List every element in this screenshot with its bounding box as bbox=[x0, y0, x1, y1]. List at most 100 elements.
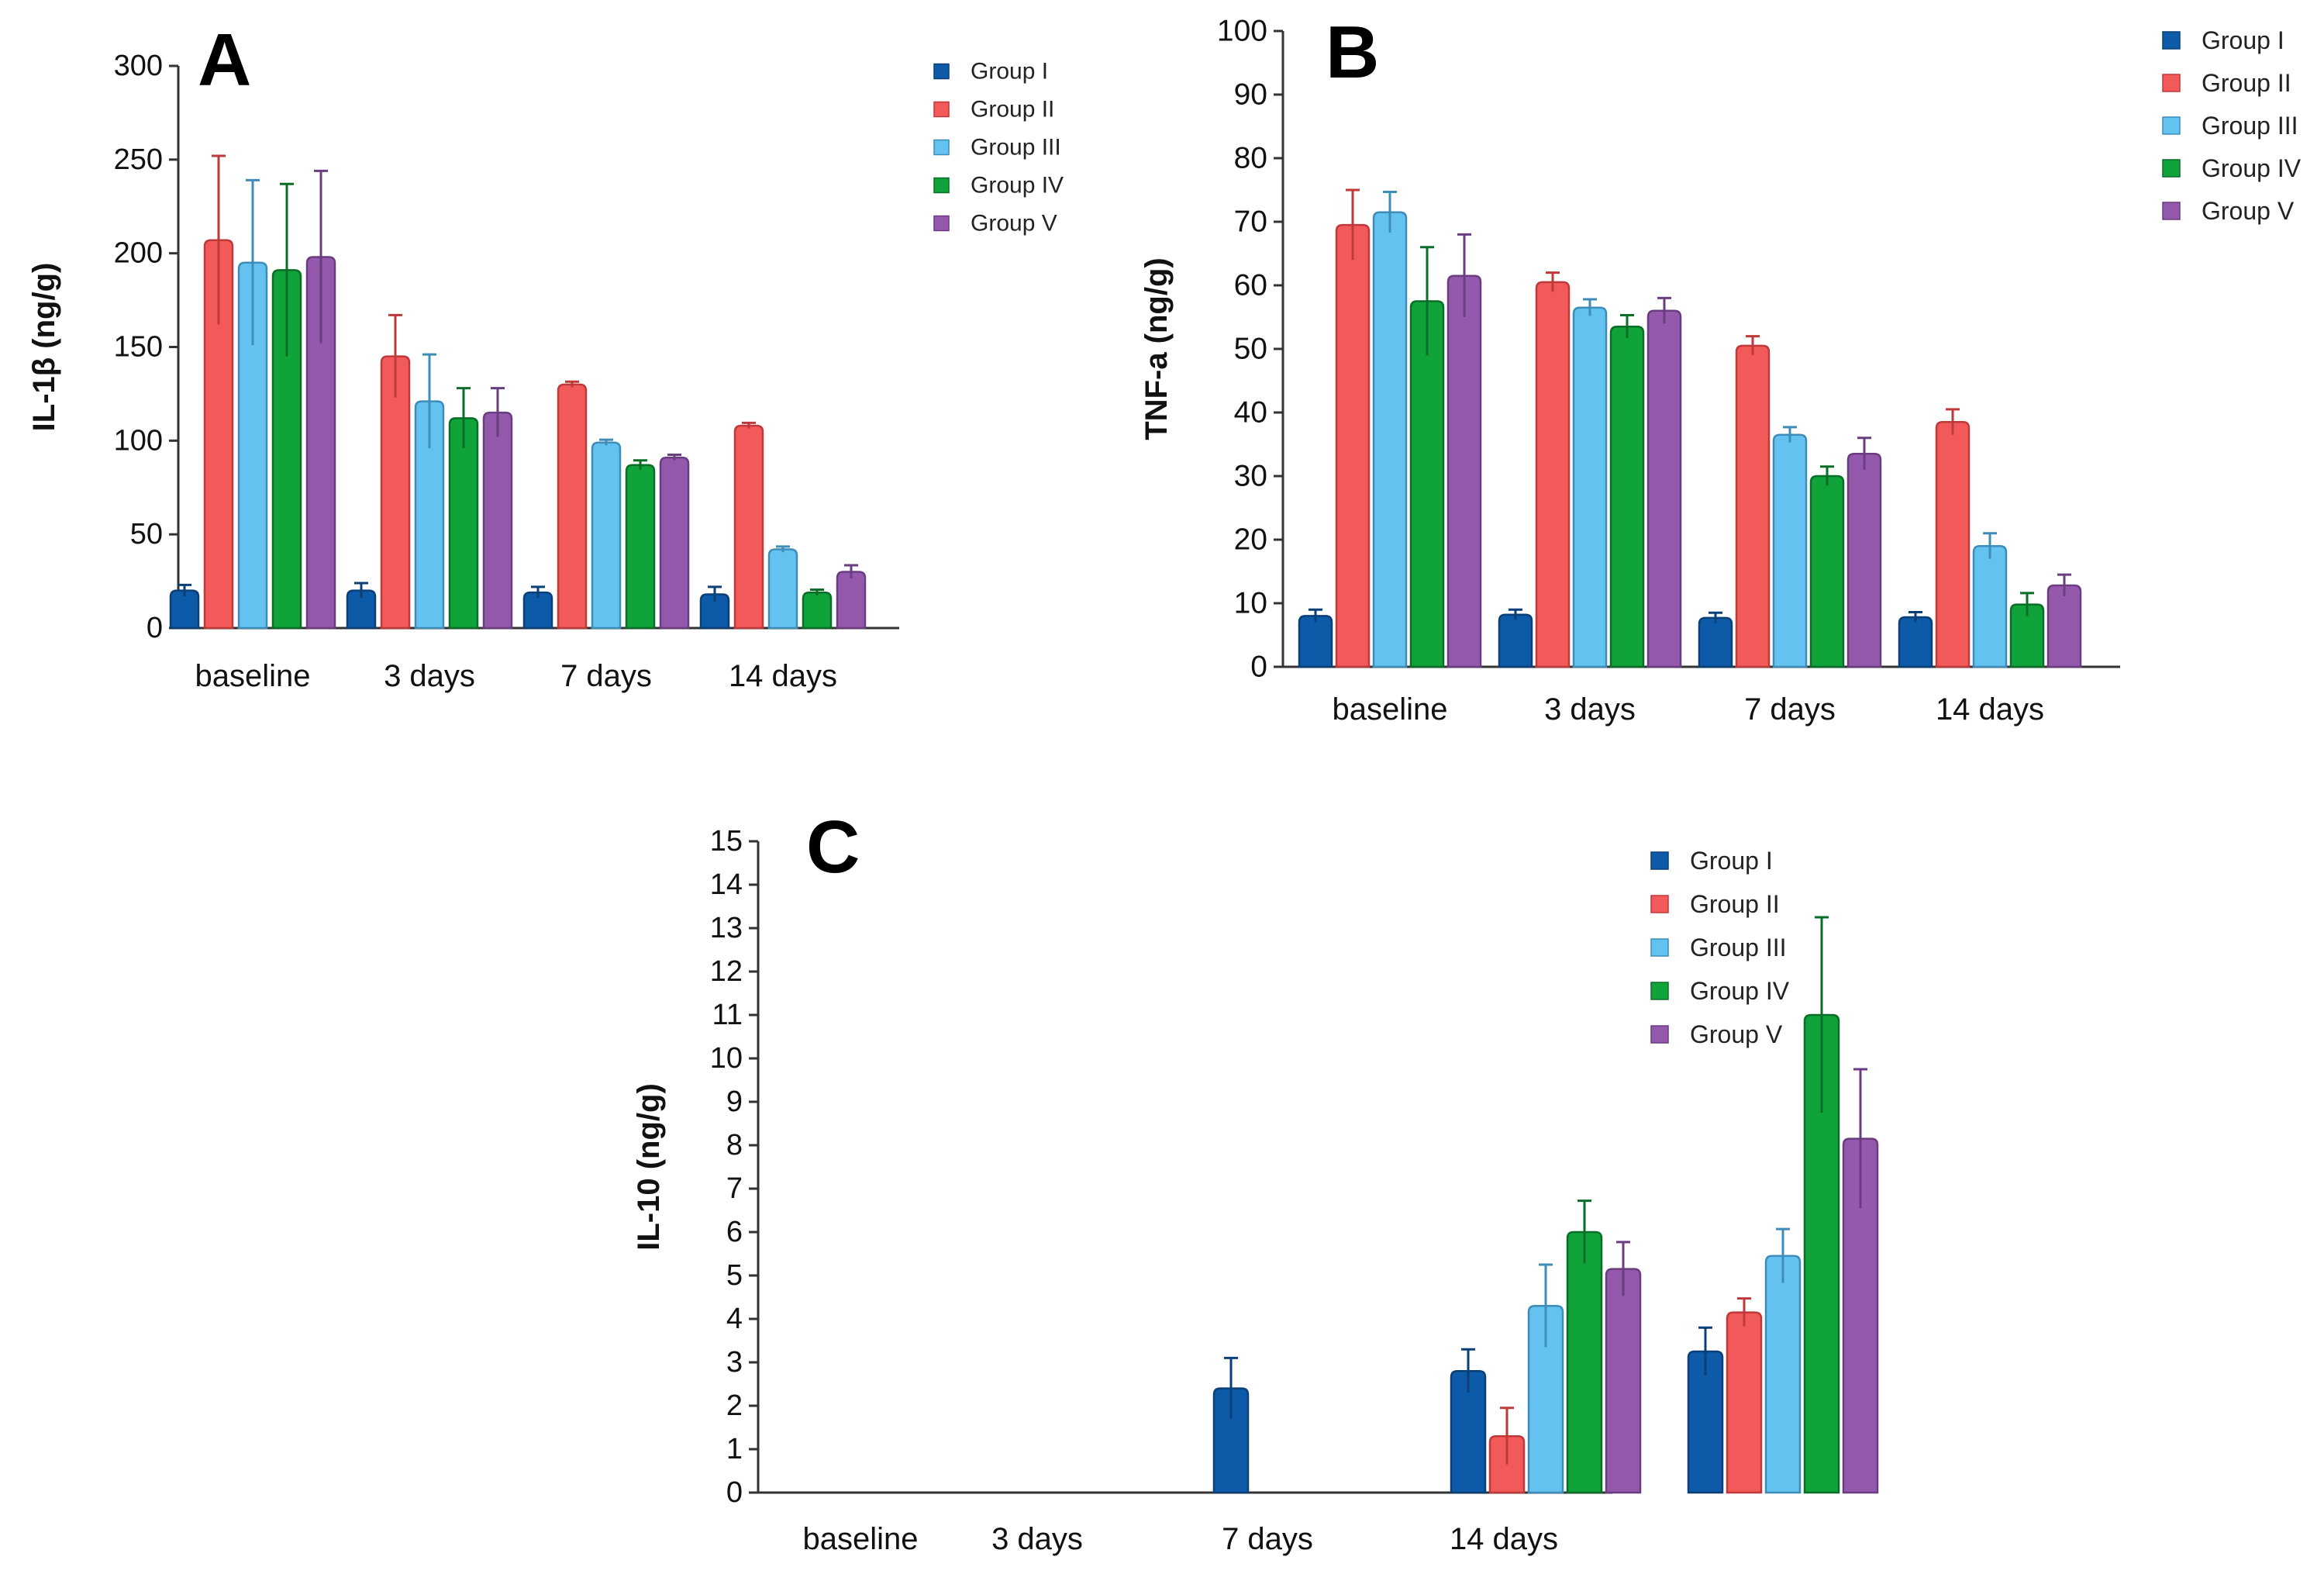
panel-a-bar-group-i-14-days bbox=[699, 593, 730, 630]
panel-a-letter: A bbox=[198, 19, 251, 102]
panel-c-bar-group-v-14-days bbox=[1842, 1137, 1879, 1494]
panel-a-bar-group-i-baseline bbox=[169, 589, 200, 630]
panel-b-x-tick-label: baseline bbox=[1332, 692, 1447, 727]
panel-c-bar-group-i-14-days bbox=[1687, 1350, 1724, 1494]
panel-a-legend-label-group-ii: Group II bbox=[971, 97, 1054, 123]
panel-b-bar-group-ii-baseline bbox=[1335, 223, 1371, 668]
panel-c-legend-label-group-ii: Group II bbox=[1690, 890, 1780, 918]
panel-a-legend-label-group-iii: Group III bbox=[971, 135, 1061, 161]
panel-b-legend-label-group-iii: Group III bbox=[2202, 112, 2298, 140]
panel-b-bar-group-v-baseline bbox=[1446, 274, 1482, 668]
panel-b-bar-group-i-14-days bbox=[1898, 616, 1933, 668]
panel-b-bar-group-iii-7-days bbox=[1772, 433, 1808, 668]
panel-c-y-tick-label: 4 bbox=[726, 1303, 743, 1335]
panel-c-legend-label-group-i: Group I bbox=[1690, 847, 1773, 875]
panel-b-bar-group-i-3-days bbox=[1498, 613, 1533, 668]
panel-b-bar-group-iii-3-days bbox=[1572, 306, 1608, 668]
panel-c-legend-swatch-group-v bbox=[1650, 1025, 1669, 1044]
panel-b-bar-group-iv-14-days bbox=[2009, 603, 2045, 668]
panel-b-bar-group-v-7-days bbox=[1846, 453, 1882, 668]
panel-a-legend-swatch-group-iv bbox=[933, 177, 950, 194]
panel-c-y-tick-label: 1 bbox=[726, 1433, 743, 1465]
panel-c-letter: C bbox=[806, 806, 860, 889]
panel-c-x-tick-label: 7 days bbox=[1222, 1522, 1313, 1556]
panel-b-letter: B bbox=[1326, 11, 1379, 94]
panel-b-legend-swatch-group-i bbox=[2162, 31, 2181, 50]
panel-a-legend-swatch-group-ii bbox=[933, 101, 950, 118]
panel-a-y-tick-label: 300 bbox=[114, 50, 163, 82]
panel-a-bar-group-v-7-days bbox=[659, 456, 690, 630]
panel-a-x-tick-label: 3 days bbox=[384, 659, 475, 693]
panel-b-x-tick-label: 3 days bbox=[1544, 692, 1636, 727]
panel-b-y-axis-title: TNF-a (ng/g) bbox=[1140, 257, 1174, 440]
panel-c-y-tick-label: 15 bbox=[710, 825, 743, 858]
panel-b-y-tick-label: 70 bbox=[1234, 205, 1267, 239]
panel-c-y-tick-label: 5 bbox=[726, 1259, 743, 1292]
panel-a-bar-group-iii-7-days bbox=[591, 441, 622, 630]
panel-b-legend-swatch-group-v bbox=[2162, 202, 2181, 220]
panel-b-legend-label-group-ii: Group II bbox=[2202, 69, 2291, 97]
panel-b-y-tick-label: 60 bbox=[1234, 269, 1267, 302]
panel-c-y-tick-label: 6 bbox=[726, 1216, 743, 1248]
panel-c-y-tick-label: 3 bbox=[726, 1346, 743, 1379]
panel-b-y-tick-label: 30 bbox=[1234, 460, 1267, 493]
panel-c-legend-label-group-iii: Group III bbox=[1690, 934, 1787, 961]
panel-c-y-tick-label: 11 bbox=[712, 999, 743, 1031]
panel-a-x-tick-label: 14 days bbox=[729, 659, 837, 693]
panel-b-legend-label-group-iv: Group IV bbox=[2202, 154, 2302, 182]
panel-a-bar-group-iii-baseline bbox=[237, 261, 268, 630]
panel-c-legend-label-group-v: Group V bbox=[1690, 1020, 1783, 1048]
panel-b-bar-group-iii-baseline bbox=[1372, 211, 1408, 668]
panel-b-x-tick-label: 7 days bbox=[1744, 692, 1836, 727]
panel-b-legend-swatch-group-iii bbox=[2162, 116, 2181, 135]
panel-a-bar-group-ii-7-days bbox=[557, 383, 588, 630]
panel-c-y-tick-label: 7 bbox=[726, 1172, 743, 1205]
panel-b-bar-group-i-baseline bbox=[1298, 615, 1333, 668]
panel-c-legend-swatch-group-iii bbox=[1650, 938, 1669, 957]
panel-a-x-tick-label: 7 days bbox=[560, 659, 652, 693]
panel-a-bar-group-iv-baseline bbox=[271, 269, 302, 630]
panel-c-y-tick-label: 0 bbox=[726, 1476, 743, 1509]
panel-a-y-tick-label: 0 bbox=[147, 612, 163, 644]
panel-c-legend-swatch-group-i bbox=[1650, 851, 1669, 870]
panel-b-y-tick-label: 80 bbox=[1234, 142, 1267, 175]
panel-a-bar-group-v-14-days bbox=[836, 571, 867, 630]
panel-a-bar-group-v-3-days bbox=[482, 411, 513, 630]
panel-c-y-tick-label: 9 bbox=[726, 1086, 743, 1118]
panel-a-bar-group-i-7-days bbox=[522, 591, 553, 630]
panel-b-bar-group-iv-3-days bbox=[1609, 326, 1645, 668]
panel-b-legend-swatch-group-ii bbox=[2162, 74, 2181, 92]
panel-c-bar-group-iii-14-days bbox=[1764, 1255, 1802, 1494]
panel-a-bar-group-v-baseline bbox=[305, 256, 336, 630]
panel-b-y-tick-label: 10 bbox=[1234, 587, 1267, 620]
panel-a-legend-swatch-group-i bbox=[933, 63, 950, 80]
panel-c-y-tick-label: 8 bbox=[726, 1129, 743, 1162]
panel-b-bar-group-ii-3-days bbox=[1535, 281, 1571, 668]
panel-a-bar-group-iv-7-days bbox=[625, 464, 656, 630]
panel-c-bar-group-iii-7-days bbox=[1527, 1304, 1564, 1494]
panel-a-legend-label-group-v: Group V bbox=[971, 211, 1057, 236]
panel-b-y-tick-label: 0 bbox=[1250, 651, 1267, 684]
panel-b-legend-label-group-v: Group V bbox=[2202, 197, 2295, 225]
panel-b-y-tick-label: 20 bbox=[1234, 523, 1267, 557]
panel-c-y-axis-title: IL-10 (ng/g) bbox=[632, 1083, 666, 1251]
panel-c-y-tick-label: 2 bbox=[726, 1389, 743, 1422]
panel-c-x-tick-label: 14 days bbox=[1450, 1522, 1558, 1556]
panel-a-legend-label-group-i: Group I bbox=[971, 59, 1048, 85]
panel-c-bar-group-iv-14-days bbox=[1803, 1013, 1840, 1494]
panel-a-y-tick-label: 100 bbox=[114, 424, 163, 457]
panel-a-legend-swatch-group-v bbox=[933, 215, 950, 232]
panel-a-legend-swatch-group-iii bbox=[933, 139, 950, 156]
panel-c-bar-group-v-7-days bbox=[1605, 1268, 1642, 1494]
panel-a-bar-group-iv-14-days bbox=[802, 591, 833, 630]
panel-b-bar-group-iii-14-days bbox=[1972, 544, 2008, 668]
panel-a-bar-group-ii-3-days bbox=[380, 355, 411, 630]
panel-c-y-tick-label: 10 bbox=[710, 1042, 743, 1075]
panel-b-legend-label-group-i: Group I bbox=[2202, 26, 2284, 54]
panel-c-y-tick-label: 13 bbox=[710, 912, 743, 944]
panel-c-bar-group-i-7-days bbox=[1450, 1369, 1487, 1494]
panel-a-x-tick-label: baseline bbox=[195, 659, 310, 693]
panel-a-y-tick-label: 250 bbox=[114, 143, 163, 176]
